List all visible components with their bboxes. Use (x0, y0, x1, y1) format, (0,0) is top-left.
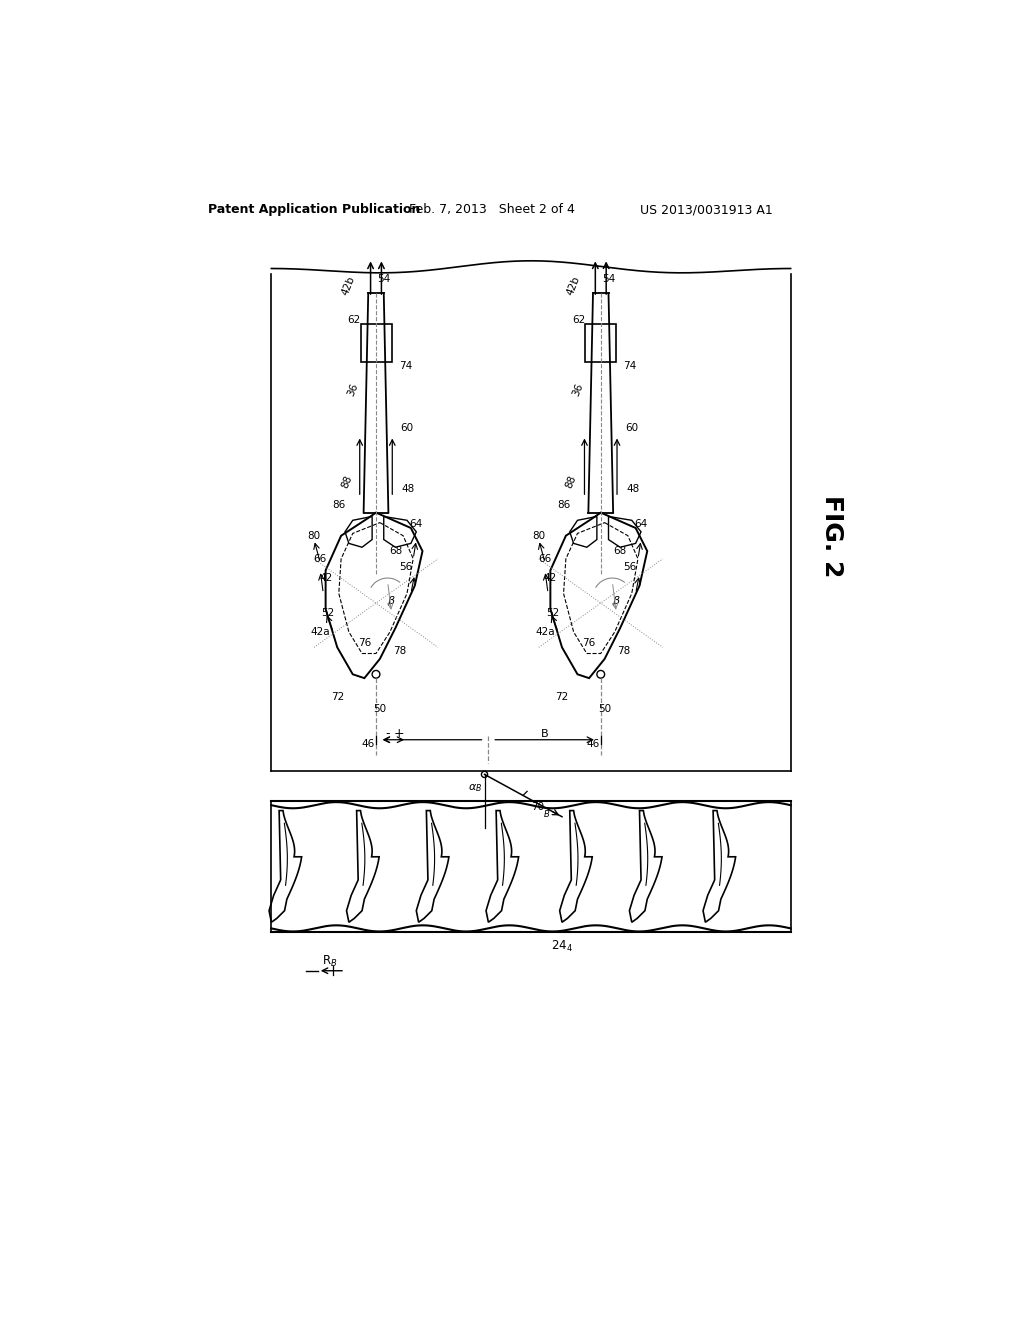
Text: 70: 70 (530, 801, 544, 812)
Text: 64: 64 (410, 519, 423, 529)
Text: 42: 42 (319, 573, 332, 583)
Text: 50: 50 (374, 704, 386, 714)
Text: 76: 76 (357, 639, 371, 648)
Text: 86: 86 (332, 500, 345, 510)
Text: 78: 78 (617, 647, 631, 656)
Text: 68: 68 (389, 546, 402, 556)
Text: 46: 46 (361, 739, 375, 748)
Text: B: B (544, 810, 549, 818)
Text: 88: 88 (339, 474, 353, 490)
Text: 42: 42 (544, 573, 557, 583)
Text: 60: 60 (626, 422, 638, 433)
Text: 48: 48 (627, 484, 640, 495)
Text: 42b: 42b (341, 275, 357, 297)
Text: 42a: 42a (536, 627, 555, 638)
Text: 36: 36 (346, 381, 359, 397)
Text: 64: 64 (635, 519, 647, 529)
Text: 80: 80 (532, 531, 546, 541)
Text: 80: 80 (307, 531, 321, 541)
Text: 56: 56 (398, 561, 412, 572)
Text: 54: 54 (377, 275, 390, 284)
Text: 54: 54 (602, 275, 615, 284)
Text: 78: 78 (392, 647, 406, 656)
Text: 56: 56 (624, 561, 637, 572)
Text: Patent Application Publication: Patent Application Publication (208, 203, 420, 216)
Text: 36: 36 (570, 381, 585, 397)
Text: 72: 72 (555, 693, 568, 702)
Text: 74: 74 (624, 362, 637, 371)
Text: B: B (541, 729, 549, 739)
Text: 74: 74 (398, 362, 412, 371)
Text: 60: 60 (400, 422, 414, 433)
Text: R$_B$: R$_B$ (322, 954, 337, 969)
Text: 68: 68 (613, 546, 627, 556)
Circle shape (481, 771, 487, 777)
Text: 42b: 42b (565, 275, 582, 297)
Text: $\alpha_B$: $\alpha_B$ (468, 783, 482, 795)
Text: 86: 86 (557, 500, 570, 510)
Text: 46: 46 (587, 739, 600, 748)
Text: 88: 88 (564, 474, 579, 490)
Text: 48: 48 (402, 484, 415, 495)
Text: 66: 66 (313, 554, 327, 564)
Text: 72: 72 (331, 693, 344, 702)
Text: 24$_4$: 24$_4$ (551, 939, 572, 953)
Text: +: + (394, 727, 404, 741)
Text: 42a: 42a (310, 627, 330, 638)
Text: 50: 50 (598, 704, 611, 714)
Text: 76: 76 (583, 639, 596, 648)
Text: $\beta$: $\beta$ (387, 594, 396, 609)
Text: -: - (385, 727, 390, 741)
Text: $\beta$: $\beta$ (612, 594, 621, 609)
Text: 62: 62 (572, 315, 586, 325)
Text: 66: 66 (539, 554, 552, 564)
Text: US 2013/0031913 A1: US 2013/0031913 A1 (640, 203, 772, 216)
Bar (360, 323, 391, 363)
Text: FIG. 2: FIG. 2 (819, 495, 844, 577)
Text: 52: 52 (322, 607, 335, 618)
Bar (586, 323, 616, 363)
Text: 62: 62 (348, 315, 360, 325)
Text: 52: 52 (546, 607, 559, 618)
Text: Feb. 7, 2013   Sheet 2 of 4: Feb. 7, 2013 Sheet 2 of 4 (410, 203, 575, 216)
